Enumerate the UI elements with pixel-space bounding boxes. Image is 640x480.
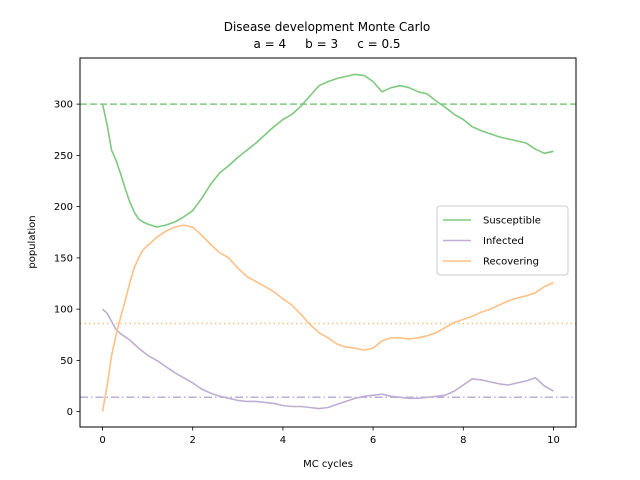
x-tick-label: 2: [190, 435, 196, 446]
legend-box: [436, 205, 569, 276]
plot-area: [79, 57, 577, 428]
y-tick-label: 200: [54, 202, 73, 213]
x-axis-label: MC cycles: [303, 459, 353, 470]
x-axis: 0 2 4 6 8 10: [99, 427, 560, 446]
legend-label-recovering: Recovering: [483, 257, 539, 268]
series-line-infected: [101, 308, 554, 410]
series-lines: [101, 73, 554, 412]
y-tick-label: 100: [54, 305, 73, 316]
legend-label-susceptible: Susceptible: [483, 216, 541, 227]
legend: Susceptible Infected Recovering: [436, 205, 569, 276]
x-tick-label: 10: [547, 435, 560, 446]
x-tick-label: 6: [370, 435, 376, 446]
y-tick-label: 50: [60, 356, 73, 367]
y-axis: 0 50 100 150 200 250 300: [54, 100, 80, 418]
chart-subtitle: a = 4 b = 3 c = 0.5: [253, 37, 400, 51]
y-axis-label: population: [27, 215, 38, 268]
x-tick-label: 0: [99, 435, 105, 446]
y-tick-label: 150: [54, 253, 73, 264]
x-tick-label: 8: [460, 435, 466, 446]
x-tick-label: 4: [280, 435, 286, 446]
y-tick-label: 0: [67, 407, 73, 418]
reference-lines: [80, 103, 576, 399]
y-tick-label: 300: [54, 100, 73, 111]
y-tick-label: 250: [54, 151, 73, 162]
series-line-susceptible: [101, 73, 554, 228]
chart-title: Disease development Monte Carlo: [224, 20, 431, 34]
series-line-recovering: [101, 224, 554, 412]
legend-label-infected: Infected: [483, 236, 524, 247]
